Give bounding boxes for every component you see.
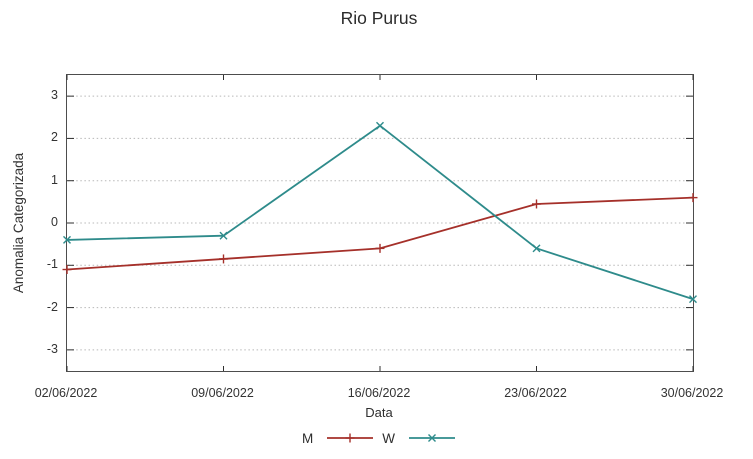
x-tick-label: 16/06/2022 [347,386,411,400]
plot-area [62,74,698,372]
x-axis-title: Data [365,405,393,420]
x-tick-label: 30/06/2022 [660,386,724,400]
y-tick-label: -1 [46,257,58,272]
marker-cross [62,235,72,244]
marker-cross [688,295,698,304]
y-tick-label: 0 [51,215,58,229]
series-line-M [66,196,694,271]
legend-sample-M [327,433,374,443]
x-tick-label: 23/06/2022 [504,386,567,400]
y-tick-label: 3 [51,88,58,103]
legend-sample-W [409,433,455,443]
y-tick-label: 1 [51,172,58,187]
legend-label-W: W [382,430,395,446]
chart-title: Rio Purus [340,8,418,28]
marker-cross [375,121,385,130]
y-tick-label: -3 [46,341,58,356]
legend-item-M: M [302,431,374,446]
y-tick-label: -2 [46,299,58,314]
marker-cross [219,231,228,240]
series-line-W [66,124,694,300]
x-tick-label: 02/06/2022 [34,386,98,400]
marker-cross [532,244,541,253]
plot-canvas [62,75,698,371]
marker-cross [427,433,437,443]
legend-item-W: W [382,431,456,446]
y-tick-label: 2 [51,130,58,145]
x-tick-label: 09/06/2022 [191,386,254,400]
legend-label-M: M [302,430,314,446]
series-M [62,193,698,275]
series-W [62,121,698,304]
